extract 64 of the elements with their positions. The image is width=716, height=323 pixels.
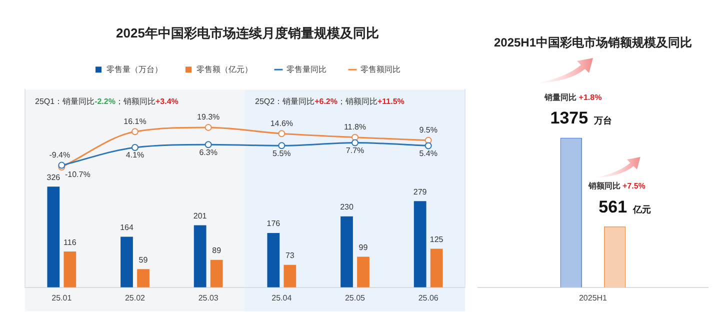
data-label: 6.3% — [199, 148, 218, 157]
data-label: -9.4% — [49, 150, 70, 160]
x-tick-label: 25.02 — [124, 293, 146, 302]
data-label: 125 — [430, 234, 444, 244]
legend-label: 零售量同比 — [286, 64, 326, 74]
legend-label: 零售额（亿元） — [196, 64, 252, 74]
data-label: 7.7% — [346, 146, 364, 155]
text: 销量同比 +1.8% — [544, 92, 602, 102]
bar — [120, 236, 133, 288]
x-tick-label: 25.06 — [418, 293, 439, 302]
data-label: 11.8% — [344, 122, 366, 132]
legend-label: 零售量（万台） — [106, 64, 162, 74]
x-tick-label: 25.03 — [198, 293, 219, 302]
legend-label: 零售额同比 — [360, 64, 400, 74]
x-tick-label: 2025H1 — [578, 293, 608, 302]
data-label: 164 — [120, 222, 134, 232]
data-label: 116 — [64, 238, 77, 247]
point — [278, 142, 286, 150]
bar — [137, 269, 150, 288]
point — [204, 141, 212, 148]
data-label: 561 亿元 — [598, 197, 652, 216]
bar — [267, 233, 280, 288]
annotation: 25Q2：销量同比+6.2%；销额同比+11.5% — [255, 96, 404, 106]
point — [132, 128, 138, 136]
data-label: 14.6% — [270, 118, 294, 128]
bar — [284, 264, 296, 288]
point — [132, 144, 138, 151]
data-label: -10.7% — [64, 170, 90, 180]
data-label: 9.5% — [419, 126, 438, 135]
bar — [210, 260, 223, 288]
bar — [357, 256, 370, 288]
chart-title: 2025H1中国彩电市场销额规模及同比 — [494, 36, 692, 50]
point — [424, 142, 432, 150]
data-label: 201 — [193, 211, 208, 220]
data-label: 230 — [340, 202, 354, 212]
data-label: 99 — [358, 243, 368, 252]
bar — [47, 186, 60, 288]
point — [204, 124, 212, 131]
chart-title: 2025年中国彩电市场连续月度销量规模及同比 — [116, 25, 379, 40]
data-label: 4.1% — [126, 150, 144, 160]
point — [278, 130, 286, 138]
data-label: 59 — [138, 255, 148, 264]
annotation: 25Q1：销量同比-2.2%；销额同比+3.4% — [35, 96, 178, 106]
data-label: 176 — [266, 219, 281, 228]
data-label: 279 — [413, 187, 428, 196]
data-label: 5.4% — [419, 148, 438, 158]
x-tick-label: 25.05 — [344, 293, 366, 302]
data-label: 19.3% — [196, 112, 220, 122]
bar — [430, 248, 443, 288]
x-tick-label: 25.04 — [272, 293, 292, 302]
data-label: 1375 万台 — [550, 108, 612, 128]
bar — [340, 216, 353, 288]
annotation: 销额同比 +7.5% — [587, 182, 646, 191]
x-tick-label: 25.01 — [52, 293, 72, 302]
bar — [64, 252, 76, 288]
data-label: 89 — [212, 246, 222, 256]
data-label: 73 — [285, 251, 295, 260]
point — [352, 134, 358, 141]
data-label: 16.1% — [124, 116, 146, 126]
bar — [194, 225, 206, 288]
bar — [414, 201, 426, 288]
data-label: 5.5% — [272, 148, 291, 158]
point — [352, 139, 358, 146]
data-label: 326 — [46, 172, 61, 182]
